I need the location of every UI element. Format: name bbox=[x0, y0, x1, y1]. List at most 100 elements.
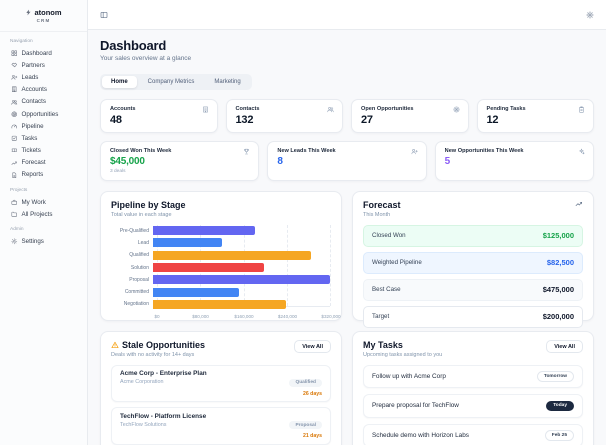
sidebar-item-my-work[interactable]: My Work bbox=[8, 196, 79, 208]
task-item[interactable]: Schedule demo with Horizon Labs Feb 25 bbox=[363, 423, 583, 445]
gridline bbox=[286, 224, 288, 306]
briefcase-icon bbox=[11, 199, 18, 206]
stat-card-new-opportunities-this-week: New Opportunities This Week 5 bbox=[434, 141, 594, 181]
logo-bolt-icon bbox=[25, 9, 32, 16]
chart-category-label: Proposal bbox=[129, 276, 149, 283]
tasks-header: My Tasks Upcoming tasks assigned to you … bbox=[363, 340, 583, 358]
sidebar-item-all-projects[interactable]: All Projects bbox=[8, 208, 79, 220]
sidebar-item-leads[interactable]: Leads bbox=[8, 71, 79, 83]
pipeline-chart: Pre-Qualified Lead Qualified Solution Propos… bbox=[111, 224, 341, 320]
logo[interactable]: atonom CRM bbox=[0, 0, 87, 32]
chart-bar-track bbox=[153, 250, 330, 260]
sparkles-icon bbox=[578, 148, 585, 155]
task-item[interactable]: Prepare proposal for TechFlow Today bbox=[363, 394, 583, 418]
sidebar-item-tasks[interactable]: Tasks bbox=[8, 132, 79, 144]
sidebar-item-label: Accounts bbox=[21, 86, 47, 94]
x-tick-label: $0 bbox=[154, 313, 160, 319]
sidebar-item-pipeline[interactable]: Pipeline bbox=[8, 120, 79, 132]
stat-card-open-opportunities: Open Opportunities 27 bbox=[351, 99, 469, 133]
forecast-panel: Forecast This Month Closed Won $125,000 We… bbox=[352, 191, 594, 328]
chart-bar-pre-qualified bbox=[153, 226, 256, 236]
stage-badge: Qualified bbox=[289, 378, 322, 387]
chart-bar-proposal bbox=[153, 275, 330, 285]
tab-company-metrics[interactable]: Company Metrics bbox=[147, 79, 195, 85]
logo-text: atonom bbox=[34, 8, 62, 17]
stale-opportunity-item[interactable]: Acme Corp - Enterprise Plan Acme Corporat… bbox=[111, 364, 331, 402]
forecast-label: Target bbox=[372, 313, 390, 320]
chart-bar-track bbox=[153, 226, 330, 236]
forecast-row-best-case: Best Case $475,000 bbox=[363, 278, 583, 301]
stat-label: New Leads This Week bbox=[277, 148, 336, 154]
axis-tick-area: $0 $80,000 $160,000 $240,000 $320,000 bbox=[154, 313, 340, 320]
chart-row-proposal: Proposal bbox=[111, 274, 331, 286]
pipeline-panel: Pipeline by Stage Total value in each st… bbox=[100, 191, 342, 321]
sidebar-toggle-icon[interactable] bbox=[100, 11, 108, 19]
sidebar-item-opportunities[interactable]: Opportunities bbox=[8, 108, 79, 120]
building-icon bbox=[202, 106, 209, 113]
sidebar-item-contacts[interactable]: Contacts bbox=[8, 96, 79, 108]
forecast-row-closed-won: Closed Won $125,000 bbox=[363, 224, 583, 247]
stat-card-contacts: Contacts 132 bbox=[225, 99, 343, 133]
stat-value: 27 bbox=[361, 114, 373, 126]
stale-items-list: Acme Corp - Enterprise Plan Acme Corporat… bbox=[111, 364, 331, 445]
settings-icon[interactable] bbox=[586, 11, 594, 19]
sidebar-item-settings[interactable]: Settings bbox=[8, 235, 79, 247]
stat-label: Accounts bbox=[110, 106, 136, 112]
sidebar-item-dashboard[interactable]: Dashboard bbox=[8, 47, 79, 59]
stat-card-new-leads-this-week: New Leads This Week 8 bbox=[267, 141, 427, 181]
tab-home[interactable]: Home bbox=[102, 76, 137, 88]
stat-label: Pending Tasks bbox=[486, 106, 526, 112]
main-area: Dashboard Your sales overview at a glanc… bbox=[88, 0, 606, 445]
stale-item-meta: Proposal 21 days bbox=[289, 413, 322, 439]
forecast-value: $125,000 bbox=[542, 231, 574, 240]
tasks-view-all-button[interactable]: View All bbox=[546, 340, 583, 353]
tab-marketing[interactable]: Marketing bbox=[214, 79, 241, 85]
ticket-icon bbox=[11, 147, 18, 154]
stat-label: New Opportunities This Week bbox=[444, 148, 524, 154]
stale-opportunity-item[interactable]: TechFlow - Platform License TechFlow Solu… bbox=[111, 407, 331, 445]
tasks-header-text: My Tasks Upcoming tasks assigned to you bbox=[363, 340, 442, 358]
stale-view-all-button[interactable]: View All bbox=[294, 340, 331, 353]
gear-icon bbox=[11, 238, 18, 245]
forecast-value: $200,000 bbox=[542, 312, 574, 321]
stale-header-text: Stale Opportunities Deals with no activi… bbox=[111, 340, 205, 358]
opportunity-company: Acme Corporation bbox=[120, 379, 164, 385]
chart-row-lead: Lead bbox=[111, 237, 331, 249]
stage-badge: Proposal bbox=[289, 421, 322, 429]
chart-x-axis: $0 $80,000 $160,000 $240,000 $320,000 bbox=[111, 313, 340, 320]
sidebar-item-tickets[interactable]: Tickets bbox=[8, 145, 79, 157]
due-badge: Feb 25 bbox=[544, 430, 574, 441]
chart-category-label: Qualified bbox=[129, 252, 149, 259]
task-name: Prepare proposal for TechFlow bbox=[372, 402, 459, 410]
chart-bar-track bbox=[153, 299, 330, 309]
file-text-icon bbox=[11, 172, 18, 179]
x-tick-label: $80,000 bbox=[192, 313, 209, 319]
task-item[interactable]: Follow up with Acme Corp Tomorrow bbox=[363, 364, 583, 389]
opportunity-name: TechFlow - Platform License bbox=[120, 412, 207, 420]
stat-value: 8 bbox=[277, 156, 283, 167]
chart-bar-track bbox=[153, 238, 330, 248]
due-badge: Tomorrow bbox=[536, 371, 574, 382]
sidebar-item-accounts[interactable]: Accounts bbox=[8, 84, 79, 96]
forecast-row-target: Target $200,000 bbox=[363, 305, 583, 328]
topbar bbox=[88, 0, 606, 30]
stale-header: Stale Opportunities Deals with no activi… bbox=[111, 340, 331, 358]
charts-row: Pipeline by Stage Total value in each st… bbox=[100, 191, 594, 328]
sidebar-item-forecast[interactable]: Forecast bbox=[8, 157, 79, 169]
chart-bar-negotiation bbox=[153, 299, 286, 309]
tab-bar: Home Company Metrics Marketing bbox=[100, 74, 252, 90]
sidebar-item-label: Settings bbox=[21, 238, 44, 246]
chart-category-label: Lead bbox=[137, 239, 149, 246]
sidebar-item-label: Contacts bbox=[21, 98, 46, 106]
users-icon bbox=[327, 106, 334, 113]
chart-category-label: Negotiation bbox=[123, 301, 149, 308]
trending-up-icon bbox=[11, 160, 18, 167]
chart-bar-track bbox=[153, 287, 330, 297]
sidebar-item-partners[interactable]: Partners bbox=[8, 59, 79, 71]
days-stale: 26 days bbox=[302, 390, 322, 397]
stale-subtitle: Deals with no activity for 14+ days bbox=[111, 351, 195, 358]
sidebar-item-reports[interactable]: Reports bbox=[8, 169, 79, 181]
gridline bbox=[330, 224, 331, 306]
chart-row-qualified: Qualified bbox=[111, 249, 331, 261]
sidebar-item-label: Pipeline bbox=[21, 122, 44, 130]
